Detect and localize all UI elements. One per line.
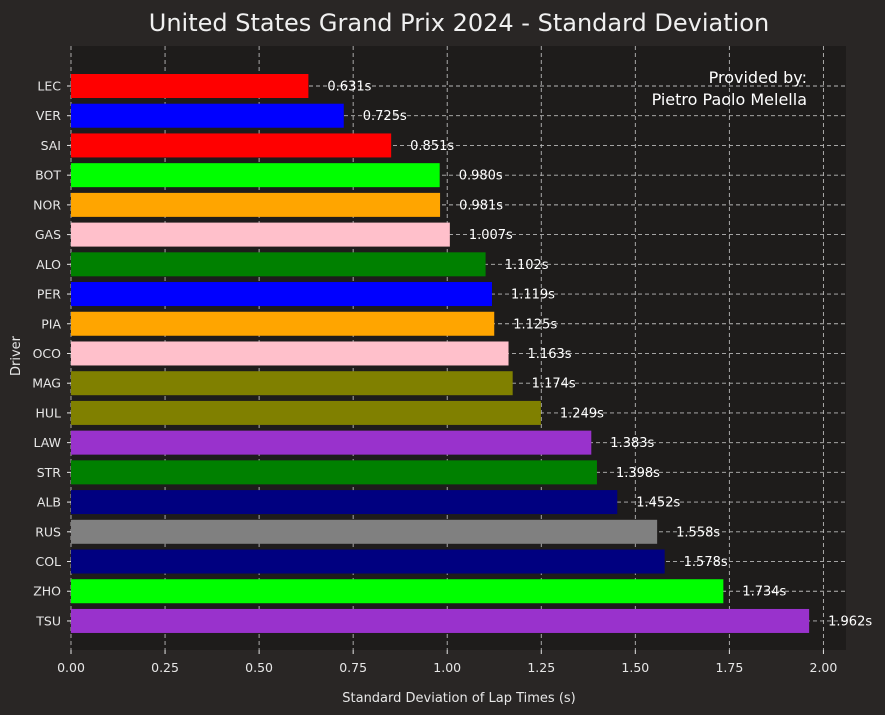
value-label-pia: 1.125s xyxy=(513,317,557,332)
bar-pia xyxy=(71,311,495,336)
x-axis-label: Standard Deviation of Lap Times (s) xyxy=(342,691,575,706)
y-tick-label-alo: ALO xyxy=(36,257,61,272)
bar-oco xyxy=(71,341,509,366)
bar-ver xyxy=(71,103,344,128)
bar-rus xyxy=(71,519,658,544)
bar-alb xyxy=(71,490,618,515)
chart-title: United States Grand Prix 2024 - Standard… xyxy=(149,9,769,37)
value-label-sai: 0.851s xyxy=(410,139,454,154)
value-label-law: 1.383s xyxy=(610,436,654,451)
x-tick-label: 0.50 xyxy=(245,660,273,675)
y-tick-label-str: STR xyxy=(37,465,62,480)
y-tick-label-nor: NOR xyxy=(33,197,61,212)
bar-sai xyxy=(71,133,392,158)
y-tick-label-bot: BOT xyxy=(35,168,61,183)
x-axis-ticks: 0.00 0.25 0.50 0.75 1.00 1.25 1.50 1.75 2.00 xyxy=(57,650,837,675)
credit-line-2: Pietro Paolo Melella xyxy=(652,90,807,109)
bar-str xyxy=(71,460,597,485)
bar-nor xyxy=(71,192,441,217)
bar-zho xyxy=(71,579,724,604)
value-label-str: 1.398s xyxy=(616,466,660,481)
bar-per xyxy=(71,282,492,307)
value-label-hul: 1.249s xyxy=(560,406,604,421)
y-tick-label-mag: MAG xyxy=(32,376,61,391)
value-label-zho: 1.734s xyxy=(742,585,786,600)
bar-alo xyxy=(71,252,486,277)
x-tick-label: 0.25 xyxy=(151,660,179,675)
value-label-alb: 1.452s xyxy=(636,496,680,511)
x-tick-label: 1.25 xyxy=(527,660,555,675)
value-label-alo: 1.102s xyxy=(505,258,549,273)
x-tick-label: 1.50 xyxy=(621,660,649,675)
bar-tsu xyxy=(71,608,810,633)
bar-gas xyxy=(71,222,450,247)
value-label-nor: 0.981s xyxy=(459,198,503,213)
y-tick-label-gas: GAS xyxy=(35,227,61,242)
y-tick-label-col: COL xyxy=(35,554,61,569)
y-tick-label-zho: ZHO xyxy=(33,584,61,599)
y-tick-label-ver: VER xyxy=(36,108,61,123)
value-label-ver: 0.725s xyxy=(363,109,407,124)
value-label-col: 1.578s xyxy=(684,555,728,570)
y-tick-label-per: PER xyxy=(37,287,61,302)
y-tick-label-law: LAW xyxy=(34,435,61,450)
bar-col xyxy=(71,549,665,574)
bar-bot xyxy=(71,163,440,188)
bar-mag xyxy=(71,371,513,396)
y-tick-label-rus: RUS xyxy=(35,524,61,539)
x-tick-label: 0.75 xyxy=(339,660,367,675)
value-label-lec: 0.631s xyxy=(327,80,371,95)
y-tick-label-lec: LEC xyxy=(37,79,61,94)
value-label-mag: 1.174s xyxy=(532,377,576,392)
y-tick-label-tsu: TSU xyxy=(35,613,61,628)
value-label-oco: 1.163s xyxy=(528,347,572,362)
value-label-tsu: 1.962s xyxy=(828,614,872,629)
y-tick-label-oco: OCO xyxy=(33,346,62,361)
y-axis-label: Driver xyxy=(9,335,24,376)
value-label-bot: 0.980s xyxy=(459,169,503,184)
credit-line-1: Provided by: xyxy=(709,68,807,87)
x-tick-label: 1.00 xyxy=(433,660,461,675)
x-tick-label: 2.00 xyxy=(810,660,838,675)
bar-lec xyxy=(71,74,309,98)
bars xyxy=(71,74,810,633)
bar-law xyxy=(71,430,592,455)
y-tick-label-sai: SAI xyxy=(41,138,61,153)
value-label-gas: 1.007s xyxy=(469,228,513,243)
value-label-rus: 1.558s xyxy=(676,525,720,540)
y-axis-ticks: LEC VER SAI BOT NOR GAS ALO PER PIA OCO MAG HUL LAW S… xyxy=(32,79,71,628)
y-tick-label-alb: ALB xyxy=(37,495,61,510)
bar-hul xyxy=(71,400,541,425)
value-label-per: 1.119s xyxy=(511,288,555,303)
x-tick-label: 1.75 xyxy=(715,660,743,675)
x-tick-label: 0.00 xyxy=(57,660,85,675)
y-tick-label-pia: PIA xyxy=(41,316,61,331)
y-tick-label-hul: HUL xyxy=(35,405,61,420)
